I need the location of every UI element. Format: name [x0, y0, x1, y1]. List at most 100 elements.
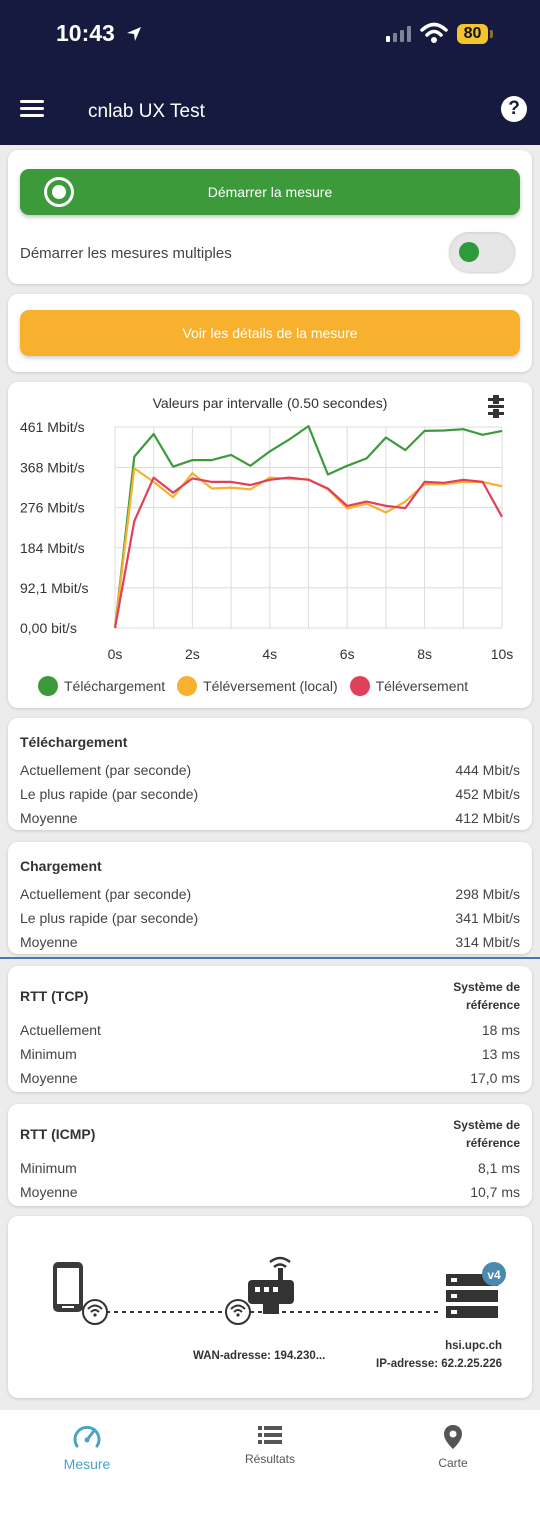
row-value: 341 Mbit/s — [455, 910, 520, 926]
row-value: 13 ms — [481, 1046, 520, 1062]
row-value: 314 Mbit/s — [455, 934, 520, 950]
start-card: Démarrer la mesure Démarrer les mesures … — [8, 150, 532, 284]
upload-row: Moyenne 314 Mbit/s — [20, 934, 520, 954]
network-card: v4 WAN-adresse: 194.230... hsi.upc.ch IP… — [8, 1216, 532, 1398]
rtt-icmp-row: Minimum 8,1 ms — [20, 1160, 520, 1180]
page-title: cnlab UX Test — [88, 101, 205, 122]
row-label: Actuellement — [20, 1022, 101, 1038]
y-tick-label: 184 Mbit/s — [20, 540, 85, 556]
ipv4-badge: v4 — [482, 1262, 506, 1286]
speedometer-icon — [73, 1425, 101, 1448]
interval-chart: Valeurs par intervalle (0.50 secondes) 46… — [20, 395, 514, 662]
legend-item-download[interactable]: Téléchargement — [38, 676, 165, 696]
view-details-button[interactable]: Voir les détails de la mesure — [20, 310, 520, 356]
location-arrow-icon — [127, 27, 142, 41]
nav-item-measure[interactable]: Mesure — [27, 1424, 147, 1472]
list-icon — [258, 1426, 282, 1444]
help-icon[interactable]: ? — [501, 96, 527, 122]
upload-card: Chargement Actuellement (par seconde) 298… — [8, 842, 532, 954]
server-name: hsi.upc.ch — [445, 1340, 502, 1352]
chart-settings-icon[interactable] — [488, 395, 504, 418]
row-label: Moyenne — [20, 934, 78, 950]
row-value: 18 ms — [481, 1022, 520, 1038]
row-value: 444 Mbit/s — [455, 762, 520, 778]
status-time-text: 10:43 — [56, 20, 115, 46]
row-value: 412 Mbit/s — [455, 810, 520, 826]
legend-item-upload[interactable]: Téléversement — [349, 676, 468, 696]
multi-measure-toggle[interactable] — [449, 232, 515, 272]
start-measurement-label: Démarrer la mesure — [207, 184, 333, 200]
rtt-icmp-row: Moyenne 10,7 ms — [20, 1184, 520, 1204]
row-label: Moyenne — [20, 1070, 78, 1086]
wan-address: WAN-adresse: 194.230... — [193, 1350, 326, 1362]
signal-icon — [386, 26, 411, 42]
toggle-knob — [459, 242, 479, 262]
start-icon — [44, 177, 74, 207]
start-measurement-button[interactable]: Démarrer la mesure — [20, 169, 520, 215]
x-tick-label: 8s — [417, 646, 432, 662]
menu-icon[interactable] — [20, 100, 44, 118]
rtt-icmp-card: RTT (ICMP) Système de référence Minimum 8,… — [8, 1104, 532, 1206]
ipv4-badge-text: v4 — [487, 1268, 501, 1282]
phone-wifi-icon — [82, 1299, 108, 1325]
legend-item-upload-local[interactable]: Téléversement (local) — [177, 676, 338, 696]
y-tick-label: 92,1 Mbit/s — [20, 580, 88, 596]
wifi-icon — [420, 22, 448, 43]
row-value: 452 Mbit/s — [455, 786, 520, 802]
download-row: Moyenne 412 Mbit/s — [20, 810, 520, 830]
ip-address: IP-adresse: 62.2.25.226 — [376, 1358, 502, 1370]
chart-title: Valeurs par intervalle (0.50 secondes) — [153, 395, 388, 411]
bottom-nav: Mesure Résultats Carte — [0, 1410, 540, 1520]
row-label: Minimum — [20, 1160, 77, 1176]
x-tick-label: 4s — [262, 646, 277, 662]
row-label: Actuellement (par seconde) — [20, 886, 192, 902]
status-time: 10:43 — [56, 20, 143, 47]
nav-label-measure: Mesure — [63, 1456, 111, 1472]
series-line-upload — [113, 476, 503, 629]
rtt-icmp-title: RTT (ICMP) — [20, 1126, 96, 1142]
x-tick-label: 2s — [185, 646, 200, 662]
rtt-tcp-row: Moyenne 17,0 ms — [20, 1070, 520, 1090]
legend-label-download: Téléchargement — [64, 678, 166, 694]
y-tick-label: 276 Mbit/s — [20, 500, 85, 516]
router-icon — [248, 1256, 294, 1314]
map-pin-icon — [444, 1425, 462, 1449]
rtt-icmp-reference: Système de référence — [400, 1116, 520, 1152]
rtt-tcp-card: RTT (TCP) Système de référence Actuelleme… — [8, 966, 532, 1092]
divider-line — [0, 957, 540, 959]
nav-label-results: Résultats — [244, 1452, 296, 1466]
network-diagram: v4 — [53, 1256, 506, 1325]
nav-item-map[interactable]: Carte — [393, 1424, 513, 1470]
multi-measure-label: Démarrer les mesures multiples — [20, 245, 232, 262]
upload-title: Chargement — [20, 858, 102, 874]
legend-dot-download — [38, 676, 58, 696]
row-value: 8,1 ms — [477, 1160, 520, 1176]
series-line-download — [113, 424, 503, 629]
reference-line: référence — [465, 1136, 520, 1150]
row-label: Minimum — [20, 1046, 77, 1062]
legend-dot-upload-local — [177, 676, 198, 696]
y-tick-label: 0,00 bit/s — [20, 620, 77, 636]
phone-icon — [53, 1262, 83, 1312]
row-label: Moyenne — [20, 810, 78, 826]
x-tick-label: 10s — [491, 646, 514, 662]
battery-indicator: 80 — [457, 24, 488, 44]
x-tick-label: 0s — [108, 646, 123, 662]
rtt-tcp-title: RTT (TCP) — [20, 988, 89, 1004]
row-value: 10,7 ms — [470, 1184, 520, 1200]
rtt-tcp-reference: Système de référence — [400, 978, 520, 1014]
chart-card: Valeurs par intervalle (0.50 secondes) 46… — [8, 382, 532, 708]
x-tick-label: 6s — [340, 646, 355, 662]
upload-row: Le plus rapide (par seconde) 341 Mbit/s — [20, 910, 520, 930]
download-row: Le plus rapide (par seconde) 452 Mbit/s — [20, 786, 520, 806]
y-tick-label: 461 Mbit/s — [20, 419, 85, 435]
battery-tip — [490, 30, 493, 38]
upload-row: Actuellement (par seconde) 298 Mbit/s — [20, 886, 520, 906]
row-label: Actuellement (par seconde) — [20, 762, 192, 778]
battery-level: 80 — [463, 25, 482, 42]
nav-item-results[interactable]: Résultats — [210, 1424, 330, 1466]
legend-dot-upload — [349, 676, 370, 696]
legend-label-upload-local: Téléversement (local) — [203, 678, 338, 694]
reference-line: Système de — [453, 980, 520, 994]
details-card: Voir les détails de la mesure — [8, 294, 532, 372]
